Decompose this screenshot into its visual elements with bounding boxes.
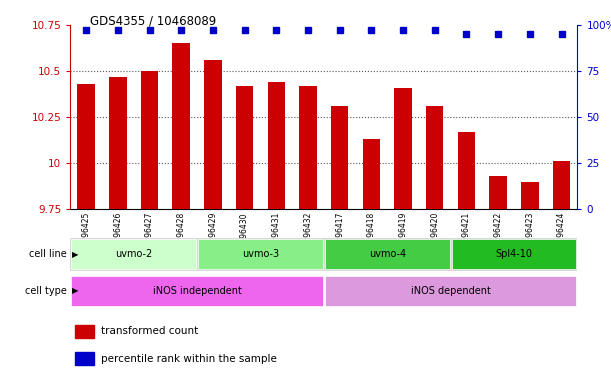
Bar — [553, 161, 570, 209]
Bar — [452, 239, 576, 270]
Bar — [394, 88, 412, 209]
Bar — [172, 43, 190, 209]
Bar — [236, 86, 254, 209]
Bar — [325, 239, 450, 270]
Bar — [426, 106, 444, 209]
Bar — [75, 352, 93, 365]
Text: cell line: cell line — [29, 249, 67, 260]
Text: ▶: ▶ — [72, 286, 79, 295]
Bar — [71, 276, 323, 306]
Text: GDS4355 / 10468089: GDS4355 / 10468089 — [90, 15, 216, 28]
Bar — [331, 106, 348, 209]
Bar — [141, 71, 158, 209]
Bar — [521, 182, 538, 209]
Bar — [458, 132, 475, 209]
Text: Spl4-10: Spl4-10 — [496, 249, 533, 260]
Bar — [363, 139, 380, 209]
Text: uvmo-3: uvmo-3 — [242, 249, 279, 260]
Bar — [75, 325, 93, 338]
Text: percentile rank within the sample: percentile rank within the sample — [101, 354, 277, 364]
Text: iNOS independent: iNOS independent — [153, 286, 241, 296]
Bar — [71, 239, 196, 270]
Bar — [489, 176, 507, 209]
Text: uvmo-4: uvmo-4 — [368, 249, 406, 260]
Text: transformed count: transformed count — [101, 326, 199, 336]
Bar — [198, 239, 323, 270]
Bar — [204, 60, 222, 209]
Bar — [325, 276, 576, 306]
Bar — [268, 82, 285, 209]
Text: uvmo-2: uvmo-2 — [115, 249, 152, 260]
Bar — [109, 76, 126, 209]
Text: cell type: cell type — [25, 286, 67, 296]
Text: iNOS dependent: iNOS dependent — [411, 286, 491, 296]
Bar — [299, 86, 316, 209]
Bar — [78, 84, 95, 209]
Text: ▶: ▶ — [72, 250, 79, 259]
